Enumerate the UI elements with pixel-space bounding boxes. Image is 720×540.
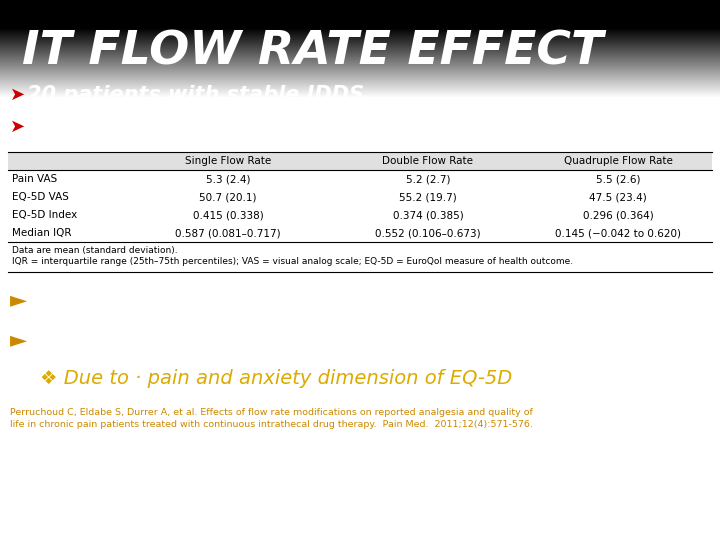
- Text: 0.415 (0.338): 0.415 (0.338): [193, 210, 264, 220]
- Text: IT FLOW RATE EFFECT: IT FLOW RATE EFFECT: [22, 30, 603, 75]
- Text: Median IQR: Median IQR: [12, 228, 71, 238]
- Text: ►: ►: [10, 290, 27, 310]
- Text: 0.552 (0.106–0.673): 0.552 (0.106–0.673): [375, 228, 481, 238]
- Text: Single Flow Rate: Single Flow Rate: [185, 156, 271, 166]
- Text: Perruchoud C, Eldabe S, Durrer A, et al. Effects of flow rate modifications on r: Perruchoud C, Eldabe S, Durrer A, et al.…: [10, 408, 533, 417]
- Text: 5.2 (2.7): 5.2 (2.7): [406, 174, 450, 184]
- Text: IQR = interquartile range (25th–75th percentiles); VAS = visual analog scale; EQ: IQR = interquartile range (25th–75th per…: [12, 258, 573, 267]
- Text: 20 patients with stable IDDS: 20 patients with stable IDDS: [27, 85, 364, 105]
- Bar: [8, 242, 712, 272]
- Text: 0.145 (−0.042 to 0.620): 0.145 (−0.042 to 0.620): [555, 228, 681, 238]
- Text: 0.374 (0.385): 0.374 (0.385): [392, 210, 464, 220]
- Text: 50.7 (20.1): 50.7 (20.1): [199, 192, 257, 202]
- Text: ➤: ➤: [10, 118, 25, 136]
- Bar: [8, 152, 712, 242]
- Text: ➤: ➤: [10, 86, 25, 104]
- Text: VAS did not significantly change: VAS did not significantly change: [28, 287, 509, 313]
- Bar: [8, 152, 712, 170]
- Text: life in chronic pain patients treated with continuous intrathecal drug therapy. : life in chronic pain patients treated wi…: [10, 420, 533, 429]
- Text: Pain VAS: Pain VAS: [12, 174, 58, 184]
- Text: 5.5 (2.6): 5.5 (2.6): [595, 174, 640, 184]
- Text: Double Flow Rate: Double Flow Rate: [382, 156, 474, 166]
- Text: 55.2 (19.7): 55.2 (19.7): [399, 192, 457, 202]
- Text: EQ-5D VAS: EQ-5D VAS: [12, 192, 69, 202]
- Text: 47.5 (23.4): 47.5 (23.4): [589, 192, 647, 202]
- Text: ►: ►: [10, 330, 27, 350]
- Text: Quadruple Flow Rate: Quadruple Flow Rate: [564, 156, 672, 166]
- Text: ❖ Due to · pain and anxiety dimension of EQ-5D: ❖ Due to · pain and anxiety dimension of…: [40, 368, 512, 388]
- Text: 0.587 (0.081–0.717): 0.587 (0.081–0.717): [175, 228, 281, 238]
- Text: EQ-5D Index: EQ-5D Index: [12, 210, 77, 220]
- Text: 5.3 (2.4): 5.3 (2.4): [206, 174, 251, 184]
- Text: QOL · with •g flow rate (EQ-5D): QOL · with •g flow rate (EQ-5D): [28, 327, 495, 353]
- Text: Data are mean (standard deviation).: Data are mean (standard deviation).: [12, 246, 178, 254]
- Text: 0.296 (0.364): 0.296 (0.364): [582, 210, 653, 220]
- Text: Randomized DB: 1x, 2x or 4x the flow rate: Randomized DB: 1x, 2x or 4x the flow rat…: [27, 117, 525, 137]
